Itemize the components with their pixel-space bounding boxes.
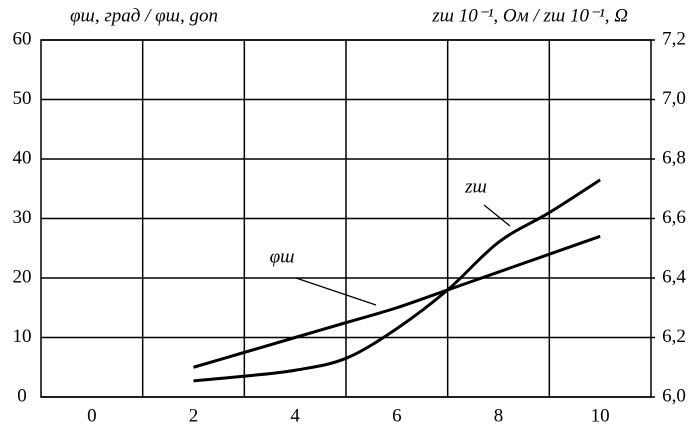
y2-tick-label: 6,0 <box>662 385 686 406</box>
leader-line <box>295 277 377 306</box>
line-series <box>193 178 601 383</box>
y-tick-label: 30 <box>13 207 32 228</box>
y-tick-label: 50 <box>13 88 32 109</box>
y-tick-label: 20 <box>13 266 32 287</box>
plot-frame <box>40 39 652 398</box>
y2-tick-label: 6,4 <box>662 266 686 287</box>
x-tick-label: 6 <box>392 405 402 426</box>
y-tick-label: 0 <box>17 385 27 406</box>
y-tick-label: 60 <box>13 28 32 49</box>
x-tick-label: 0 <box>87 405 97 426</box>
x-tick-label: 10 <box>591 405 610 426</box>
series-label: zш <box>464 176 487 197</box>
x-tick-label: 4 <box>290 405 300 426</box>
y-tick-label: 40 <box>13 147 32 168</box>
y2-tick-label: 6,6 <box>662 207 686 228</box>
x-tick-label: 8 <box>494 405 504 426</box>
line-series <box>193 234 601 369</box>
leader-line <box>483 204 511 227</box>
y2-tick-label: 7,2 <box>662 28 686 49</box>
series-label: φш <box>270 246 295 267</box>
y2-axis-label: zш 10⁻¹, Ом / zш 10⁻¹, Ω <box>431 5 628 26</box>
x-tick-label: 2 <box>189 405 199 426</box>
y2-tick-label: 7,0 <box>662 88 686 109</box>
y-axis-label: φш, град / φш, gon <box>70 5 218 26</box>
y-tick-label: 10 <box>13 326 32 347</box>
y2-tick-label: 6,8 <box>662 147 686 168</box>
y2-tick-label: 6,2 <box>662 326 686 347</box>
